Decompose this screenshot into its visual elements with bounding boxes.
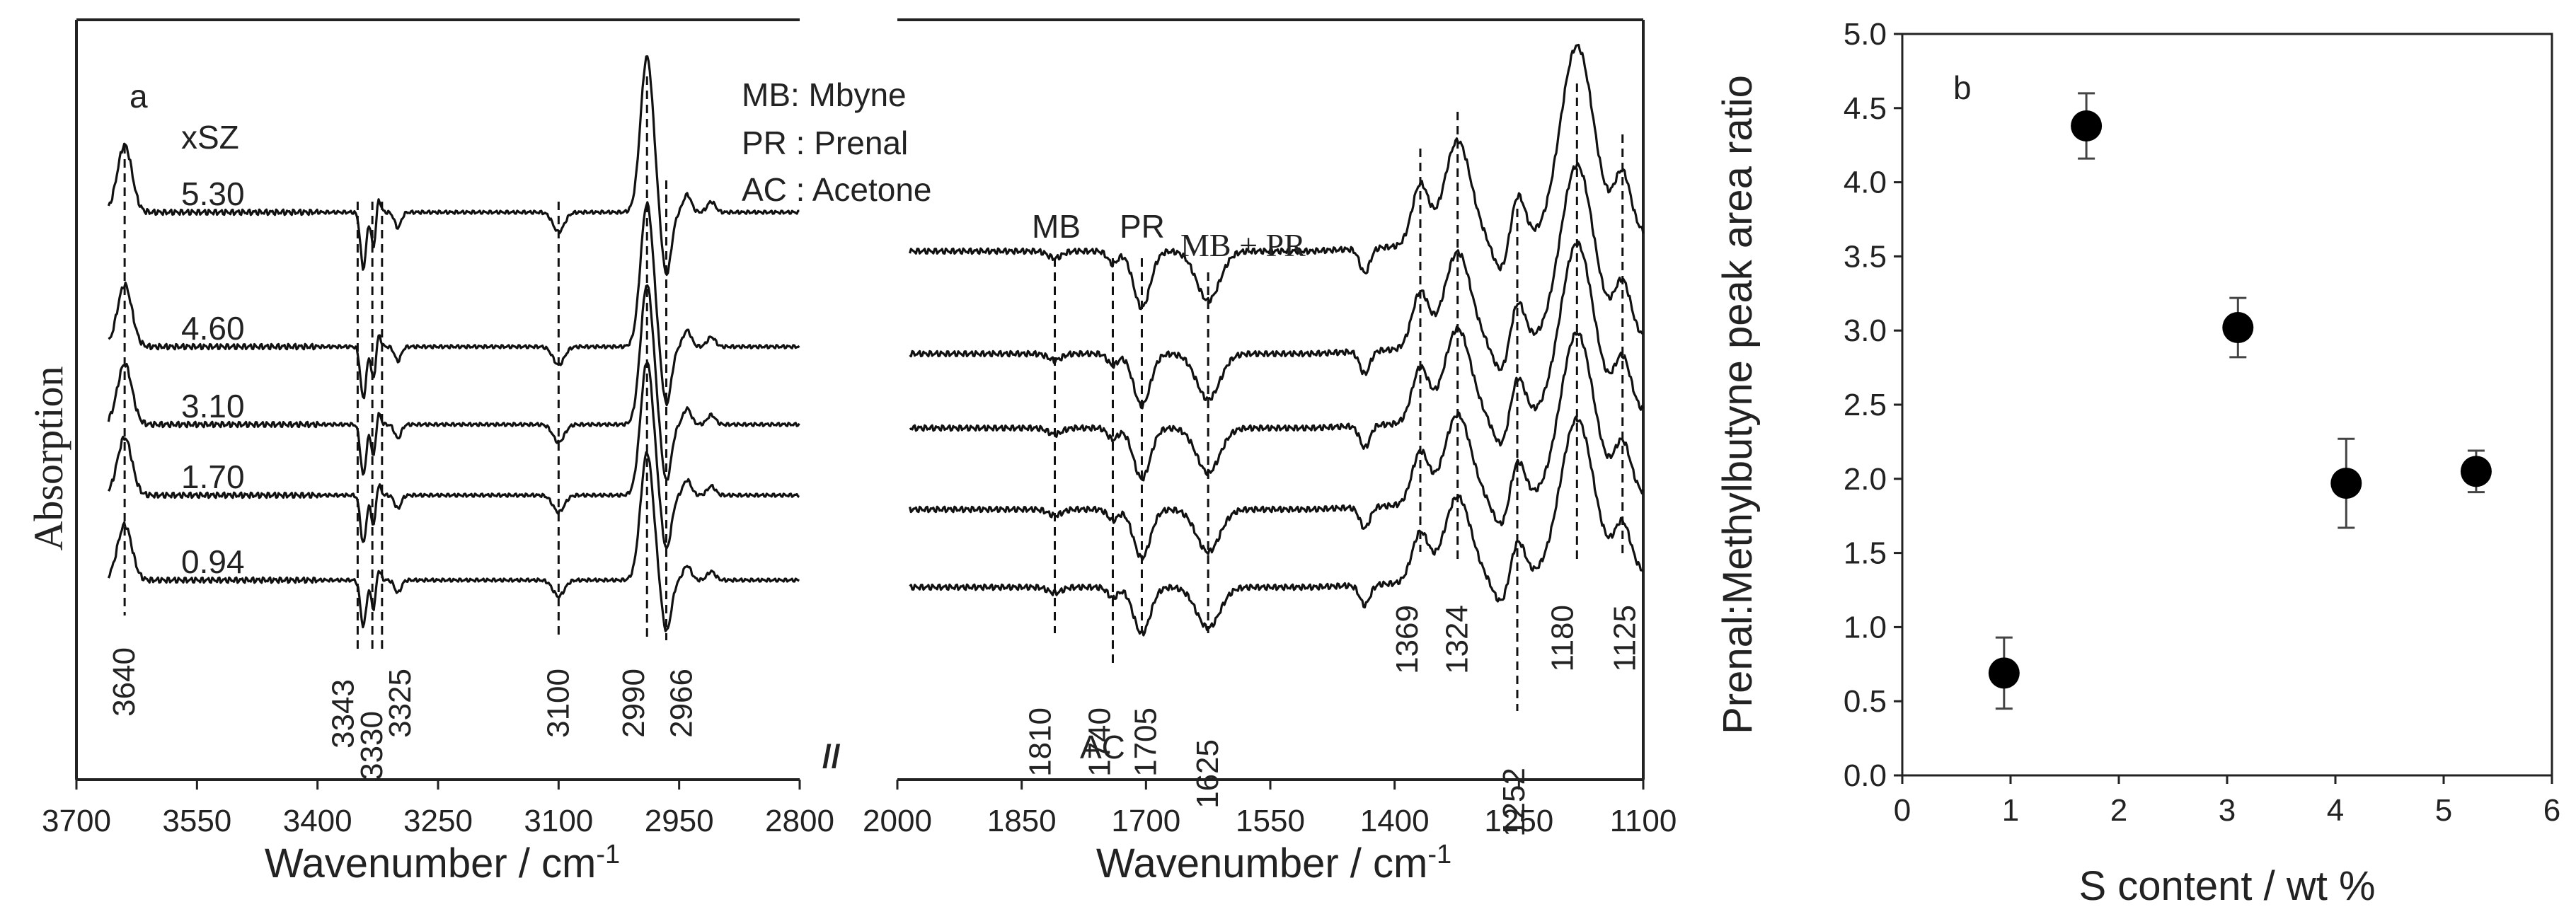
spectrum-trace-left: [108, 361, 800, 550]
x-axis-label-text: Wavenumber / cm: [265, 840, 596, 886]
y-tick-label: 2.0: [1844, 462, 1887, 497]
series-label: 5.30: [181, 175, 245, 212]
spectrum-trace-left: [107, 451, 800, 632]
x-axis-label-text: Wavenumber / cm: [1096, 840, 1427, 886]
legend-entry-ac: AC : Acetone: [742, 171, 932, 208]
panel-label-a: a: [130, 78, 148, 115]
x-tick-label: 3: [2219, 793, 2236, 828]
axis-ticks: 0 1 2 3 4 5 6 0.0 0.5 1.0 1.5 2.0 2.5 3.0 3.5 4.0 4.5 5.0: [1844, 17, 2560, 828]
x-tick-label: 1850: [987, 804, 1057, 838]
band-label: 3640: [107, 647, 142, 717]
y-tick-label: 4.5: [1844, 91, 1887, 126]
y-tick-label: 4.0: [1844, 166, 1887, 200]
band-label: 2990: [616, 669, 651, 738]
x-axis-label-left: Wavenumber / cm-1: [265, 840, 620, 886]
band-label: 1810: [1023, 707, 1058, 777]
x-tick-label: 3550: [162, 804, 231, 838]
spectrum-trace-left: [108, 201, 800, 407]
series-label: 0.94: [181, 543, 245, 580]
annotation-mb: MB: [1032, 208, 1081, 245]
x-tick-label: 3700: [42, 804, 111, 838]
x-tick-label: 5: [2435, 793, 2452, 828]
band-label: 1324: [1440, 605, 1475, 674]
legend-entry-mb: MB: Mbyne: [742, 76, 907, 113]
x-tick-label: 3400: [283, 804, 352, 838]
ratio-panel: 0 1 2 3 4 5 6 0.0 0.5 1.0 1.5 2.0 2.5 3.0 3.5 4.0 4.5 5.0…: [1715, 17, 2560, 909]
band-label: 1625: [1190, 739, 1225, 809]
panel-label-b: b: [1953, 69, 1972, 106]
x-axis-label-sup: -1: [1427, 840, 1451, 869]
x-tick-label: 1250: [1484, 804, 1553, 838]
y-axis-label: Prenal:Methylbutyne peak area ratio: [1715, 75, 1761, 734]
band-label: 3325: [383, 669, 418, 738]
series-label: 3.10: [181, 388, 245, 424]
data-point: [2222, 312, 2254, 344]
x-tick-label: 2800: [765, 804, 834, 838]
y-axis-label-text: Prenal:Methylbutyne peak area ratio: [1715, 75, 1761, 734]
y-tick-label: 3.5: [1844, 239, 1887, 274]
sample-header: xSZ: [181, 119, 239, 156]
x-tick-label: 2: [2110, 793, 2127, 828]
x-tick-label: 1400: [1360, 804, 1430, 838]
data-point: [2071, 110, 2103, 141]
band-label: 1705: [1128, 707, 1163, 777]
spectra-traces: 5.30 4.60 3.10 1.70 0.94: [107, 43, 1645, 637]
x-axis-label-sup: -1: [596, 840, 620, 869]
band-label: 1125: [1608, 605, 1643, 672]
data-point: [2330, 468, 2362, 499]
series-label: 1.70: [181, 458, 245, 495]
data-point: [2460, 456, 2492, 487]
x-tick-label: 2000: [863, 804, 932, 838]
x-tick-label: 0: [1894, 793, 1911, 828]
y-axis-label: Absorption: [25, 366, 71, 551]
band-label: 1252: [1497, 768, 1531, 837]
annotation-mb-pr: MB + PR: [1180, 227, 1306, 263]
x-tick-label: 3250: [403, 804, 473, 838]
legend-entry-pr: PR : Prenal: [742, 125, 908, 161]
band-label: 3100: [541, 669, 575, 738]
x-tick-label: 2950: [645, 804, 714, 838]
x-tick-label: 1550: [1236, 804, 1305, 838]
band-label: 1369: [1390, 605, 1425, 674]
band-label: 3343: [326, 679, 360, 749]
band-label: 1740: [1082, 707, 1117, 777]
axis-break-mark: //: [822, 738, 841, 775]
band-label: 1180: [1545, 605, 1580, 672]
spectra-panel: // 3700 3550 3400 3250 3100 2950 2800 2000 1850 1…: [25, 18, 1677, 886]
data-point: [1988, 657, 2020, 689]
spectrum-trace-right: [909, 161, 1644, 410]
y-tick-label: 3.0: [1844, 313, 1887, 348]
y-tick-label: 1.0: [1844, 610, 1887, 645]
y-tick-label: 1.5: [1844, 536, 1887, 571]
band-label: 2966: [664, 669, 698, 738]
x-ticks: 3700 3550 3400 3250 3100 2950 2800 2000 1850 1700…: [42, 780, 1677, 838]
x-tick-label: 1: [2002, 793, 2019, 828]
y-tick-label: 0.5: [1844, 684, 1887, 719]
x-tick-label: 3100: [524, 804, 593, 838]
x-tick-label: 1700: [1111, 804, 1180, 838]
y-tick-label: 5.0: [1844, 17, 1887, 52]
x-axis-label: S content / wt %: [2078, 863, 2375, 909]
spectrum-trace-left: [107, 55, 800, 276]
spectrum-trace-right: [909, 331, 1645, 561]
band-label: 3330: [355, 711, 389, 780]
spectrum-trace-left: [107, 284, 800, 481]
spectrum-trace-right: [909, 241, 1645, 482]
annotation-ac: AC: [1080, 729, 1125, 765]
y-tick-label: 2.5: [1844, 388, 1887, 422]
spectrum-trace-right: [909, 415, 1644, 637]
x-tick-label: 6: [2543, 793, 2560, 828]
spectrum-trace-right: [909, 43, 1645, 311]
data-points: [1988, 92, 2492, 710]
x-tick-label: 1100: [1610, 804, 1677, 838]
annotation-pr: PR: [1120, 208, 1165, 245]
y-tick-label: 0.0: [1844, 758, 1887, 793]
series-label: 4.60: [181, 310, 245, 347]
x-axis-label-right: Wavenumber / cm-1: [1096, 840, 1451, 886]
x-tick-label: 4: [2327, 793, 2344, 828]
